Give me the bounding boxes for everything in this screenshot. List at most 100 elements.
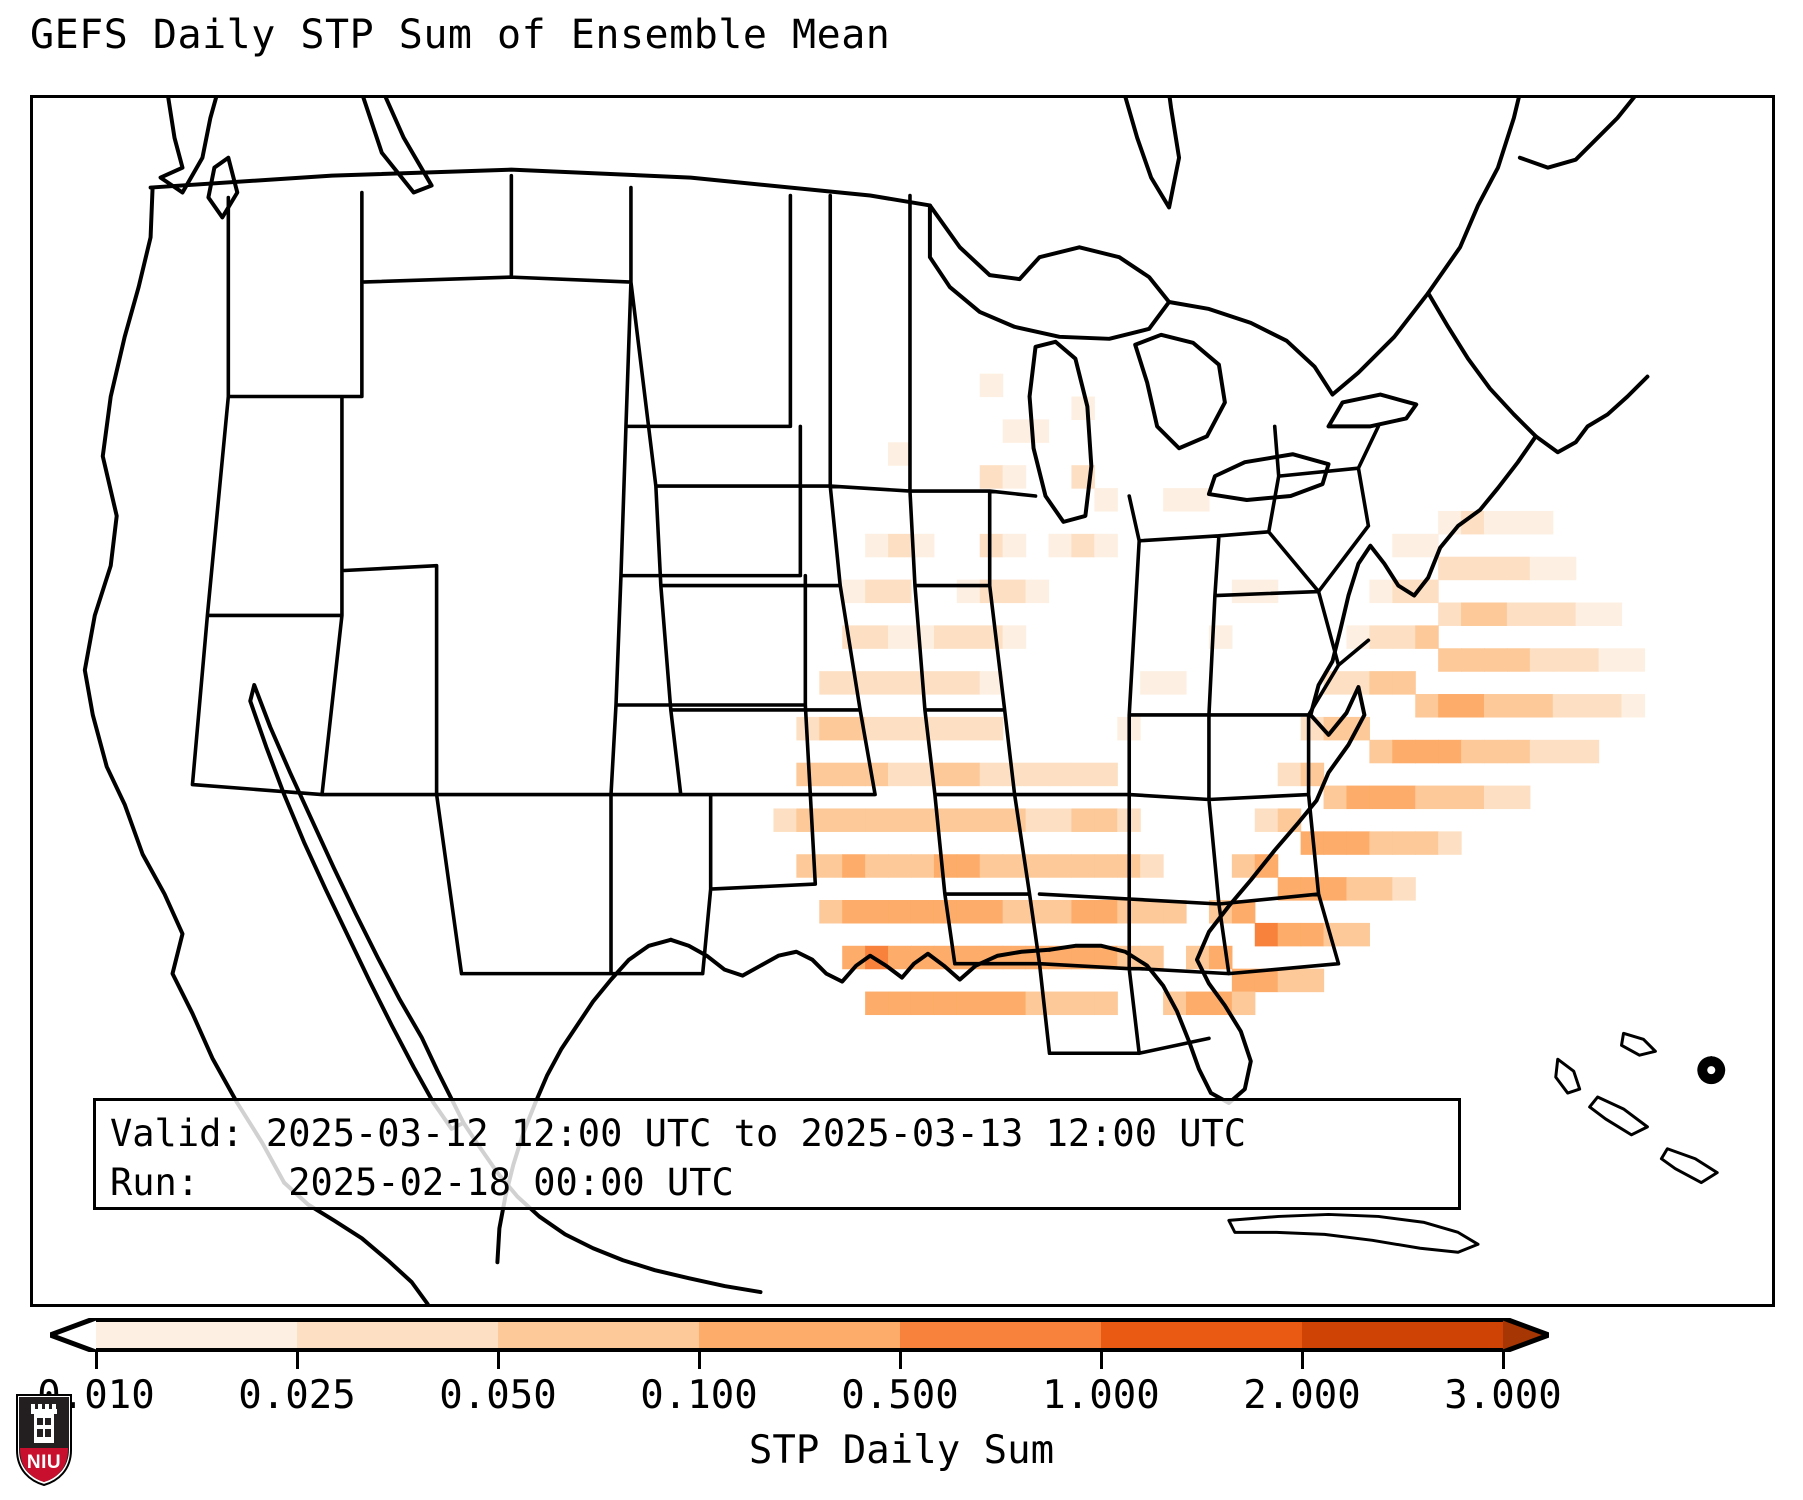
stp-grid-cell [888, 579, 912, 604]
stp-grid-cell [1300, 762, 1325, 787]
colorbar-extend-max-arrow [1503, 1318, 1549, 1352]
stp-grid-cell [1002, 419, 1027, 443]
stp-grid-cell [888, 991, 912, 1016]
stp-grid-cell [819, 671, 843, 695]
stp-grid-cell [910, 854, 935, 878]
stp-grid-cell [933, 762, 958, 787]
stp-grid-cell [1415, 831, 1439, 855]
lake-erie [1206, 452, 1331, 502]
stp-grid-cell [888, 442, 912, 466]
stp-grid-cell [1071, 808, 1095, 832]
stp-grid-cell [1140, 854, 1164, 878]
stp-grid-cell [1346, 625, 1370, 649]
stp-grid-cell [1277, 762, 1302, 787]
stp-grid-cell [1048, 854, 1073, 878]
stp-grid-cell [1231, 579, 1256, 604]
florida-gulf [1047, 943, 1192, 1044]
stp-grid-cell [865, 900, 889, 924]
coast-gulf [668, 937, 1052, 984]
stp-grid-cell [956, 991, 981, 1016]
stp-grid-cell [1300, 968, 1325, 993]
stp-grid-cell [865, 808, 889, 832]
stp-grid-cell [1506, 556, 1531, 581]
stp-grid-cell [910, 625, 935, 649]
stp-grid-cell [1254, 922, 1279, 947]
stp-grid-cell [979, 991, 1004, 1016]
stp-grid-cell [1483, 739, 1508, 764]
stp-grid-cell [1506, 602, 1531, 626]
stp-grid-cell [1002, 579, 1027, 604]
colorbar-tick-2 [496, 1352, 500, 1369]
stp-grid-cell [888, 808, 912, 832]
stp-grid-cell [956, 854, 981, 878]
stp-grid-cell [1140, 671, 1164, 695]
stp-grid-cell [979, 671, 1004, 695]
map-plot-area: Valid: 2025-03-12 12:00 UTC to 2025-03-1… [30, 95, 1775, 1307]
stp-grid-cell [819, 808, 843, 832]
stp-grid-cell [1552, 556, 1577, 581]
stp-grid-cell [865, 671, 889, 695]
stp-grid-cell [1369, 579, 1393, 604]
stp-grid-cell [979, 465, 1004, 489]
stp-grid-cell [888, 533, 912, 558]
coast-newengland [1426, 291, 1650, 455]
stp-grid-cell [1048, 900, 1073, 924]
bahamas-dot [1697, 1056, 1726, 1085]
cuba [1227, 1212, 1480, 1254]
stp-grid-cell [1438, 739, 1462, 764]
stp-grid-cell [1025, 762, 1050, 787]
stp-grid-cell [933, 716, 958, 741]
stp-grid-cell [1300, 922, 1325, 947]
colorbar-track[interactable] [50, 1318, 1549, 1352]
run-time-text: Run: 2025-02-18 00:00 UTC [110, 1161, 734, 1204]
stp-grid-cell [819, 762, 843, 787]
stp-grid-cell [842, 900, 866, 924]
stp-grid-cell [865, 533, 889, 558]
stp-grid-cell [1231, 854, 1256, 878]
stp-grid-cell [1346, 831, 1370, 855]
stp-grid-cell [956, 762, 981, 787]
stp-grid-cell [979, 808, 1004, 832]
stp-grid-cell [888, 671, 912, 695]
bahamas-4 [1620, 1031, 1657, 1057]
stp-grid-cell [1392, 533, 1416, 558]
niu-logo: NIU [16, 1394, 72, 1487]
border-canada-east [1167, 98, 1521, 397]
stp-grid-cell [1461, 785, 1485, 810]
stp-grid-cell [1025, 808, 1050, 832]
border-canada-west [148, 167, 932, 208]
stp-grid-cell [933, 854, 958, 878]
stp-grid-cell [1438, 602, 1462, 626]
stp-grid-cell [1461, 510, 1485, 535]
stp-grid-cell [1163, 900, 1187, 924]
stp-grid-cell [1461, 694, 1485, 718]
stp-grid-cell [865, 854, 889, 878]
stp-grid-cell [1071, 900, 1095, 924]
forecast-info-box: Valid: 2025-03-12 12:00 UTC to 2025-03-1… [93, 1098, 1461, 1210]
logo-banner [20, 1448, 68, 1482]
baja [248, 683, 466, 1131]
stp-grid-cell [1346, 877, 1370, 901]
stp-grid-cell [842, 854, 866, 878]
stp-grid-cell [979, 716, 1004, 741]
stp-grid-cell [910, 808, 935, 832]
coast-west [158, 98, 219, 195]
stp-grid-cell [1094, 488, 1118, 512]
stp-grid-cell [956, 671, 981, 695]
stp-grid-cell [1483, 648, 1508, 672]
stp-grid-cell [910, 716, 935, 741]
lake-michigan [1027, 339, 1094, 524]
stp-grid-cell [888, 762, 912, 787]
stp-grid-cell [1094, 533, 1118, 558]
stp-grid-cell [1621, 648, 1646, 672]
stp-grid-cell [910, 900, 935, 924]
colorbar-band-6 [1302, 1318, 1503, 1352]
stp-grid-cell [979, 373, 1004, 398]
stp-grid-cell [1323, 785, 1348, 810]
stp-grid-cell [842, 579, 866, 604]
stp-grid-cell [1048, 533, 1073, 558]
stp-grid-cell [1461, 556, 1485, 581]
stp-grid-cell [1254, 854, 1279, 878]
stp-grid-cell [1071, 991, 1095, 1016]
stp-grid-cell [1415, 785, 1439, 810]
